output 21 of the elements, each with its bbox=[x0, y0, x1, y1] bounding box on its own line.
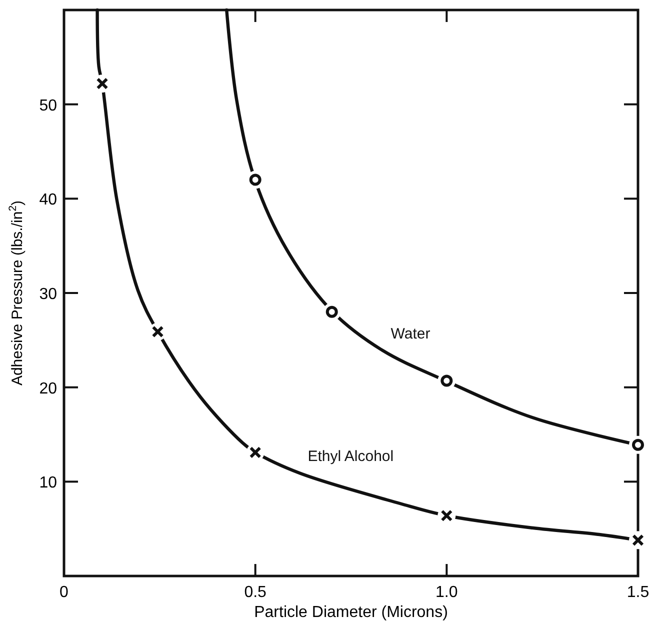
point bbox=[632, 438, 644, 451]
y-tick-label: 40 bbox=[39, 192, 58, 209]
point bbox=[152, 326, 164, 338]
y-tick-label: 50 bbox=[39, 97, 58, 114]
point bbox=[326, 306, 338, 318]
x-axis-title: Particle Diameter (Microns) bbox=[254, 604, 448, 621]
point bbox=[96, 78, 108, 90]
y-tick-label: 10 bbox=[39, 474, 58, 492]
point bbox=[249, 446, 262, 458]
point bbox=[440, 374, 453, 387]
point bbox=[440, 510, 453, 522]
point bbox=[249, 174, 262, 186]
series-label: Water bbox=[390, 326, 430, 343]
series-label: Ethyl Alcohol bbox=[308, 448, 394, 466]
x-tick-label: 0 bbox=[60, 584, 69, 601]
point bbox=[632, 534, 644, 546]
y-tick-label: 20 bbox=[39, 380, 58, 398]
x-tick-label: 1.5 bbox=[626, 584, 649, 601]
x-tick-label: 1.0 bbox=[436, 584, 458, 601]
x-tick-label: 0.5 bbox=[244, 584, 267, 601]
y-tick-label: 30 bbox=[39, 286, 58, 303]
